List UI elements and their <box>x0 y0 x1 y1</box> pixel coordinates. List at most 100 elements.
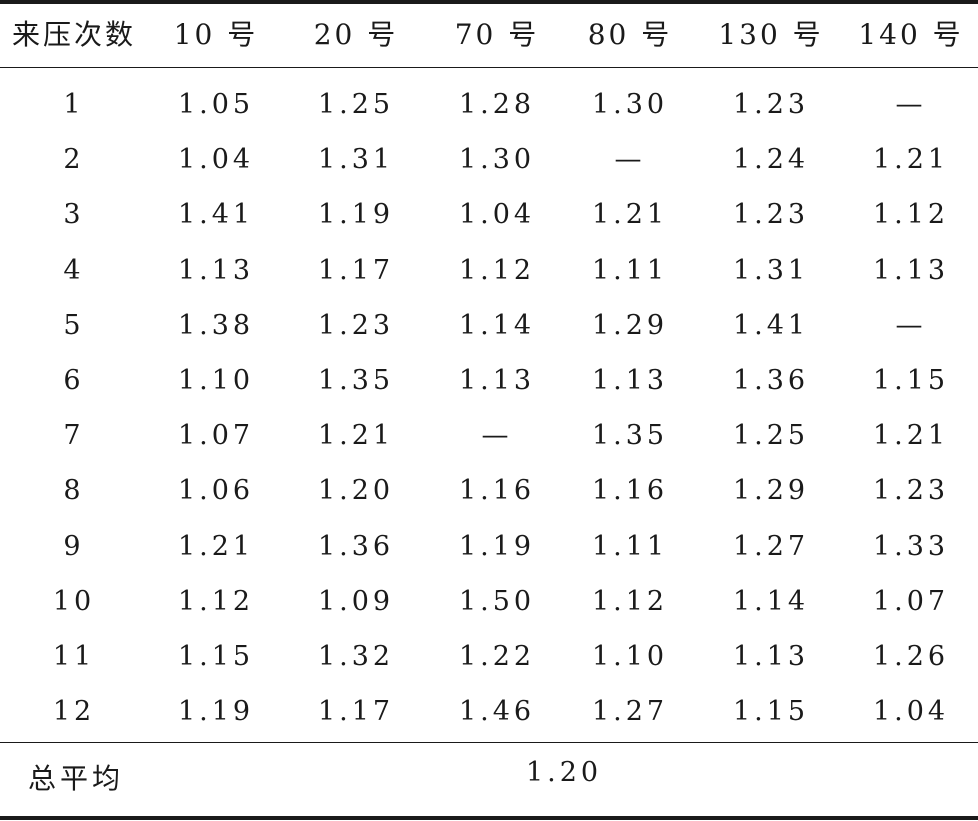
data-cell: 1.23 <box>732 89 810 120</box>
data-cell: 1.50 <box>458 585 536 617</box>
row-index-cell: 12 <box>52 696 96 728</box>
data-cell: 1.26 <box>872 641 950 672</box>
data-cell: 1.15 <box>872 365 950 396</box>
data-cell: 1.21 <box>591 199 669 231</box>
data-cell: 1.23 <box>872 475 950 507</box>
data-cell: 1.04 <box>458 199 536 231</box>
data-cell: 1.10 <box>591 641 669 672</box>
data-cell: 1.30 <box>591 89 669 120</box>
data-cell: 1.36 <box>732 365 810 396</box>
summary-value: 1.20 <box>525 757 603 788</box>
data-cell: 1.35 <box>591 420 669 452</box>
data-cell: 1.46 <box>458 696 536 728</box>
data-cell: 1.16 <box>591 475 669 507</box>
row-index-cell: 6 <box>63 365 85 396</box>
data-cell: 1.25 <box>732 420 810 452</box>
data-cell: 1.29 <box>591 309 669 341</box>
data-cell: 1.13 <box>872 254 950 286</box>
data-cell: 1.12 <box>591 585 669 617</box>
data-cell: 1.23 <box>317 309 395 341</box>
header-cell-support-130: 130 号 <box>718 18 824 51</box>
data-cell: 1.33 <box>872 530 950 562</box>
data-cell: 1.06 <box>177 475 255 507</box>
data-cell: 1.17 <box>317 696 395 728</box>
row-index-cell: 8 <box>63 475 85 507</box>
data-cell: 1.19 <box>458 530 536 562</box>
data-cell: 1.35 <box>317 365 395 396</box>
data-cell: 1.21 <box>872 144 950 176</box>
data-cell: 1.38 <box>177 309 255 341</box>
data-cell: 1.20 <box>317 475 395 507</box>
row-index-cell: 3 <box>63 199 85 231</box>
data-cell: 1.22 <box>458 641 536 672</box>
data-cell: 1.15 <box>732 696 810 728</box>
header-cell-support-80: 80 号 <box>587 18 673 51</box>
header-cell-support-70: 70 号 <box>454 18 540 51</box>
row-index-cell: 7 <box>63 420 85 452</box>
summary-divider-rule <box>0 742 978 743</box>
data-cell: 1.29 <box>732 475 810 507</box>
data-cell: 1.28 <box>458 89 536 120</box>
header-divider-rule <box>0 67 978 68</box>
row-index-cell: 1 <box>63 89 85 120</box>
data-cell: 1.21 <box>872 420 950 452</box>
header-cell-support-20: 20 号 <box>313 18 399 51</box>
data-cell: 1.31 <box>732 254 810 286</box>
data-cell: 1.12 <box>872 199 950 231</box>
table-row: 4 1.13 1.17 1.12 1.11 1.31 1.13 <box>0 254 978 309</box>
data-cell: 1.19 <box>317 199 395 231</box>
data-cell: 1.14 <box>732 585 810 617</box>
table-row: 8 1.06 1.20 1.16 1.16 1.29 1.23 <box>0 474 978 529</box>
table-bottom-rule <box>0 816 978 820</box>
row-index-cell: 9 <box>63 530 85 562</box>
table-row: 2 1.04 1.31 1.30 — 1.24 1.21 <box>0 143 978 198</box>
data-cell: 1.24 <box>732 144 810 176</box>
data-cell: — <box>614 144 646 176</box>
table-row: 12 1.19 1.17 1.46 1.27 1.15 1.04 <box>0 695 978 750</box>
row-index-cell: 10 <box>52 585 96 617</box>
data-cell: 1.04 <box>177 144 255 176</box>
data-cell: 1.11 <box>591 530 669 562</box>
data-cell: 1.04 <box>872 696 950 728</box>
data-cell: 1.19 <box>177 696 255 728</box>
header-cell-support-140: 140 号 <box>858 18 964 51</box>
row-index-cell: 5 <box>63 309 85 341</box>
data-cell: 1.05 <box>177 89 255 120</box>
data-cell: — <box>895 309 927 341</box>
data-cell: 1.41 <box>732 309 810 341</box>
data-cell: 1.17 <box>317 254 395 286</box>
data-cell: 1.13 <box>732 641 810 672</box>
row-index-cell: 2 <box>63 144 85 176</box>
row-index-cell: 4 <box>63 254 85 286</box>
table-row: 5 1.38 1.23 1.14 1.29 1.41 — <box>0 309 978 364</box>
data-cell: 1.15 <box>177 641 255 672</box>
data-cell: 1.36 <box>317 530 395 562</box>
row-index-cell: 11 <box>52 641 96 672</box>
data-cell: 1.13 <box>458 365 536 396</box>
data-cell: 1.27 <box>591 696 669 728</box>
data-cell: 1.23 <box>732 199 810 231</box>
table-row: 11 1.15 1.32 1.22 1.10 1.13 1.26 <box>0 640 978 695</box>
header-cell-support-10: 10 号 <box>173 18 259 51</box>
data-cell: 1.21 <box>177 530 255 562</box>
table-row: 1 1.05 1.25 1.28 1.30 1.23 — <box>0 88 978 143</box>
data-cell: 1.14 <box>458 309 536 341</box>
data-cell: 1.25 <box>317 89 395 120</box>
table-row: 9 1.21 1.36 1.19 1.11 1.27 1.33 <box>0 530 978 585</box>
data-cell: 1.13 <box>591 365 669 396</box>
data-cell: 1.41 <box>177 199 255 231</box>
data-cell: 1.07 <box>872 585 950 617</box>
summary-label: 总平均 <box>28 762 125 795</box>
header-cell-weight-count: 来压次数 <box>11 18 137 51</box>
data-cell: 1.32 <box>317 641 395 672</box>
data-cell: — <box>895 89 927 120</box>
data-cell: 1.27 <box>732 530 810 562</box>
data-cell: 1.30 <box>458 144 536 176</box>
table-row: 3 1.41 1.19 1.04 1.21 1.23 1.12 <box>0 198 978 253</box>
data-cell: 1.09 <box>317 585 395 617</box>
data-cell: 1.10 <box>177 365 255 396</box>
table-row: 6 1.10 1.35 1.13 1.13 1.36 1.15 <box>0 364 978 419</box>
data-cell: 1.16 <box>458 475 536 507</box>
data-cell: — <box>481 420 513 452</box>
data-cell: 1.12 <box>458 254 536 286</box>
